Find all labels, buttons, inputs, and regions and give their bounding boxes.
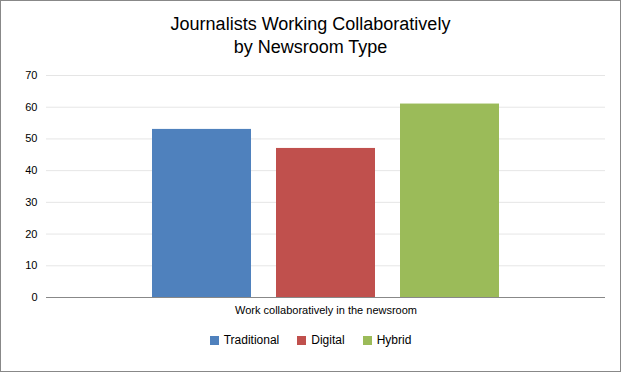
html-text:Traditional: Traditional bbox=[223, 333, 280, 347]
html-text:Digital: Digital bbox=[311, 333, 345, 347]
html-text:Hybrid: Hybrid bbox=[376, 333, 412, 347]
svg-text:60: 60 bbox=[25, 101, 37, 113]
svg-text:0: 0 bbox=[31, 291, 37, 303]
html-text:Journalists Working Collaborat: Journalists Working Collaboratively by N… bbox=[170, 14, 451, 57]
svg-text:Work collaboratively in the ne: Work collaboratively in the newsroom bbox=[235, 304, 417, 316]
svg-text:20: 20 bbox=[25, 228, 37, 240]
svg-text:30: 30 bbox=[25, 196, 37, 208]
svg-text:40: 40 bbox=[25, 164, 37, 176]
svg-text:70: 70 bbox=[25, 69, 37, 81]
svg-text:10: 10 bbox=[25, 259, 37, 271]
svg-text:50: 50 bbox=[25, 132, 37, 144]
